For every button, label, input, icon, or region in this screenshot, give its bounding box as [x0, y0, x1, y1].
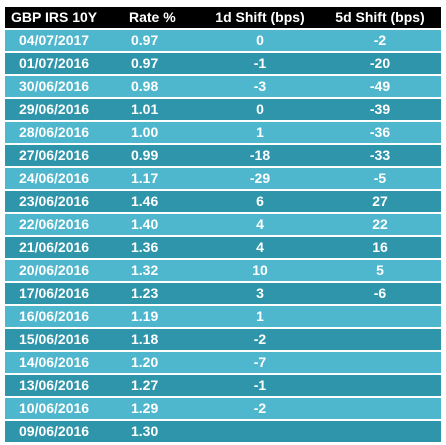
date-cell: 21/06/2016: [5, 237, 123, 258]
rates-table: GBP IRS 10Y Rate % 1d Shift (bps) 5d Shi…: [5, 5, 441, 444]
shift-1d-cell: 4: [201, 237, 319, 258]
header-1d-shift: 1d Shift (bps): [201, 7, 319, 28]
table-row: 15/06/2016 1.18 -2: [5, 329, 441, 350]
shift-1d-cell: 0: [201, 30, 319, 51]
rates-table-container: GBP IRS 10Y Rate % 1d Shift (bps) 5d Shi…: [5, 5, 441, 444]
rate-cell: 1.32: [123, 260, 201, 281]
rate-cell: 1.29: [123, 398, 201, 419]
table-row: 01/07/2016 0.97 -1 -20: [5, 53, 441, 74]
shift-5d-cell: [319, 329, 441, 350]
rate-cell: 1.01: [123, 99, 201, 120]
shift-1d-cell: 4: [201, 214, 319, 235]
rate-cell: 1.20: [123, 352, 201, 373]
shift-1d-cell: 3: [201, 283, 319, 304]
shift-5d-cell: 5: [319, 260, 441, 281]
rate-cell: 0.99: [123, 145, 201, 166]
date-cell: 22/06/2016: [5, 214, 123, 235]
table-row: 17/06/2016 1.23 3 -6: [5, 283, 441, 304]
date-cell: 13/06/2016: [5, 375, 123, 396]
shift-1d-cell: -1: [201, 53, 319, 74]
shift-5d-cell: [319, 421, 441, 442]
header-rate: Rate %: [123, 7, 201, 28]
rate-cell: 1.19: [123, 306, 201, 327]
date-cell: 10/06/2016: [5, 398, 123, 419]
date-cell: 23/06/2016: [5, 191, 123, 212]
table-row: 29/06/2016 1.01 0 -39: [5, 99, 441, 120]
rate-cell: 1.27: [123, 375, 201, 396]
table-row: 10/06/2016 1.29 -2: [5, 398, 441, 419]
date-cell: 24/06/2016: [5, 168, 123, 189]
date-cell: 16/06/2016: [5, 306, 123, 327]
date-cell: 17/06/2016: [5, 283, 123, 304]
shift-5d-cell: 27: [319, 191, 441, 212]
date-cell: 30/06/2016: [5, 76, 123, 97]
shift-1d-cell: -29: [201, 168, 319, 189]
table-row: 16/06/2016 1.19 1: [5, 306, 441, 327]
table-body: 04/07/2017 0.97 0 -2 01/07/2016 0.97 -1 -20 30/0…: [5, 30, 441, 442]
shift-5d-cell: -5: [319, 168, 441, 189]
shift-5d-cell: -6: [319, 283, 441, 304]
shift-1d-cell: -18: [201, 145, 319, 166]
table-row: 23/06/2016 1.46 6 27: [5, 191, 441, 212]
table-row: 21/06/2016 1.36 4 16: [5, 237, 441, 258]
table-row: 13/06/2016 1.27 -1: [5, 375, 441, 396]
rate-cell: 1.18: [123, 329, 201, 350]
date-cell: 28/06/2016: [5, 122, 123, 143]
table-row: 27/06/2016 0.99 -18 -33: [5, 145, 441, 166]
shift-1d-cell: -3: [201, 76, 319, 97]
date-cell: 01/07/2016: [5, 53, 123, 74]
shift-1d-cell: 10: [201, 260, 319, 281]
table-row: 09/06/2016 1.30: [5, 421, 441, 442]
shift-5d-cell: [319, 398, 441, 419]
table-row: 30/06/2016 0.98 -3 -49: [5, 76, 441, 97]
shift-5d-cell: [319, 306, 441, 327]
table-row: 28/06/2016 1.00 1 -36: [5, 122, 441, 143]
shift-5d-cell: 22: [319, 214, 441, 235]
shift-1d-cell: -1: [201, 375, 319, 396]
date-cell: 14/06/2016: [5, 352, 123, 373]
rate-cell: 1.23: [123, 283, 201, 304]
shift-1d-cell: 1: [201, 306, 319, 327]
rate-cell: 0.97: [123, 53, 201, 74]
table-row: 14/06/2016 1.20 -7: [5, 352, 441, 373]
shift-5d-cell: [319, 352, 441, 373]
shift-1d-cell: 6: [201, 191, 319, 212]
rate-cell: 1.17: [123, 168, 201, 189]
date-cell: 04/07/2017: [5, 30, 123, 51]
date-cell: 20/06/2016: [5, 260, 123, 281]
shift-1d-cell: -7: [201, 352, 319, 373]
shift-5d-cell: -36: [319, 122, 441, 143]
shift-5d-cell: 16: [319, 237, 441, 258]
table-row: 24/06/2016 1.17 -29 -5: [5, 168, 441, 189]
shift-5d-cell: -39: [319, 99, 441, 120]
rate-cell: 1.46: [123, 191, 201, 212]
rate-cell: 1.36: [123, 237, 201, 258]
header-row: GBP IRS 10Y Rate % 1d Shift (bps) 5d Shi…: [5, 7, 441, 28]
shift-5d-cell: -49: [319, 76, 441, 97]
shift-5d-cell: -33: [319, 145, 441, 166]
shift-1d-cell: 0: [201, 99, 319, 120]
rate-cell: 1.30: [123, 421, 201, 442]
date-cell: 15/06/2016: [5, 329, 123, 350]
date-cell: 09/06/2016: [5, 421, 123, 442]
shift-5d-cell: [319, 375, 441, 396]
shift-1d-cell: [201, 421, 319, 442]
rate-cell: 1.40: [123, 214, 201, 235]
shift-1d-cell: -2: [201, 329, 319, 350]
table-row: 22/06/2016 1.40 4 22: [5, 214, 441, 235]
table-row: 20/06/2016 1.32 10 5: [5, 260, 441, 281]
rate-cell: 0.98: [123, 76, 201, 97]
date-cell: 27/06/2016: [5, 145, 123, 166]
table-row: 04/07/2017 0.97 0 -2: [5, 30, 441, 51]
rate-cell: 0.97: [123, 30, 201, 51]
header-instrument: GBP IRS 10Y: [5, 7, 123, 28]
shift-5d-cell: -2: [319, 30, 441, 51]
rate-cell: 1.00: [123, 122, 201, 143]
date-cell: 29/06/2016: [5, 99, 123, 120]
header-5d-shift: 5d Shift (bps): [319, 7, 441, 28]
shift-5d-cell: -20: [319, 53, 441, 74]
shift-1d-cell: 1: [201, 122, 319, 143]
shift-1d-cell: -2: [201, 398, 319, 419]
